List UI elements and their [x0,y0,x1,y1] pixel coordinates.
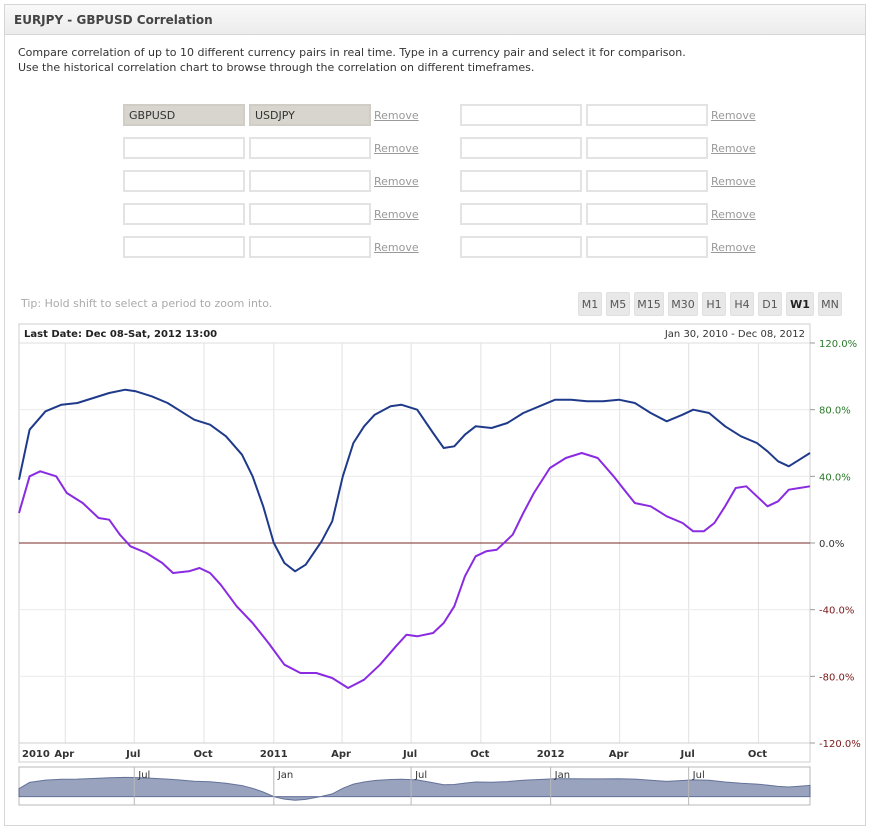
x-tick-label: Jul [680,749,695,760]
pair-row: Remove [123,203,423,227]
x-tick-label: Oct [470,749,489,760]
navigator-tick-label: Jan [554,770,570,781]
compare-pair-input[interactable] [586,104,708,126]
navigator-tick-label: Jul [414,770,427,781]
remove-link[interactable]: Remove [711,175,756,188]
timeframe-m30-button[interactable]: M30 [668,292,698,316]
timeframe-m5-button[interactable]: M5 [606,292,630,316]
pair-row: Remove [123,137,423,161]
correlation-chart[interactable]: Last Date: Dec 08-Sat, 2012 13:00 Jan 30,… [5,323,865,825]
x-tick-label: Oct [193,749,212,760]
x-tick-label: Apr [54,749,74,760]
y-tick-label: 40.0% [819,472,851,483]
base-pair-input[interactable] [123,104,245,126]
pair-row: Remove [460,104,760,128]
navigator-area [18,776,811,801]
pair-row: Remove [123,170,423,194]
x-tick-label: Apr [331,749,351,760]
compare-pair-input[interactable] [586,236,708,258]
series-line-gbpusd [18,388,811,573]
compare-pair-input[interactable] [586,137,708,159]
timeframe-m15-button[interactable]: M15 [634,292,664,316]
compare-pair-input[interactable] [249,203,371,225]
pair-row: Remove [123,236,423,260]
base-pair-input[interactable] [460,203,582,225]
intro-text: Compare correlation of up to 10 differen… [18,45,858,75]
timeframe-w1-button[interactable]: W1 [786,292,814,316]
navigator-range-handle[interactable] [19,767,810,805]
timeframe-m1-button[interactable]: M1 [578,292,602,316]
pair-row: Remove [460,203,760,227]
base-pair-input[interactable] [460,137,582,159]
y-tick-label: 80.0% [819,406,851,417]
remove-link[interactable]: Remove [711,109,756,122]
timeframe-h4-button[interactable]: H4 [730,292,754,316]
timeframe-d1-button[interactable]: D1 [758,292,782,316]
y-tick-label: -120.0% [819,739,861,750]
pair-row: Remove [460,170,760,194]
timeframe-h1-button[interactable]: H1 [702,292,726,316]
intro-line-1: Compare correlation of up to 10 differen… [18,46,686,59]
base-pair-input[interactable] [460,170,582,192]
panel-title: EURJPY - GBPUSD Correlation [5,5,865,35]
compare-pair-input[interactable] [249,104,371,126]
x-tick-label: Oct [748,749,767,760]
chart-date-range: Jan 30, 2010 - Dec 08, 2012 [664,329,805,340]
remove-link[interactable]: Remove [711,142,756,155]
x-tick-label: Apr [609,749,629,760]
base-pair-input[interactable] [123,203,245,225]
x-tick-label: 2010 [22,749,50,760]
zoom-tip: Tip: Hold shift to select a period to zo… [21,297,273,310]
remove-link[interactable]: Remove [374,175,419,188]
remove-link[interactable]: Remove [711,241,756,254]
compare-pair-input[interactable] [249,137,371,159]
navigator-tick-label: Jul [692,770,705,781]
navigator-tick-label: Jul [137,770,150,781]
base-pair-input[interactable] [123,137,245,159]
remove-link[interactable]: Remove [374,142,419,155]
x-tick-label: Jul [402,749,417,760]
compare-pair-input[interactable] [249,170,371,192]
base-pair-input[interactable] [123,170,245,192]
compare-pair-input[interactable] [249,236,371,258]
base-pair-input[interactable] [460,104,582,126]
x-tick-label: Jul [125,749,140,760]
y-tick-label: 120.0% [819,339,857,350]
base-pair-input[interactable] [123,236,245,258]
remove-link[interactable]: Remove [374,241,419,254]
chart-last-date: Last Date: Dec 08-Sat, 2012 13:00 [24,329,217,340]
intro-line-2: Use the historical correlation chart to … [18,61,535,74]
y-tick-label: -80.0% [819,672,854,683]
base-pair-input[interactable] [460,236,582,258]
navigator-tick-label: Jan [277,770,293,781]
pair-row: Remove [460,236,760,260]
remove-link[interactable]: Remove [374,208,419,221]
y-tick-label: 0.0% [819,539,844,550]
compare-pair-input[interactable] [586,203,708,225]
x-tick-label: 2012 [537,749,565,760]
pair-row: Remove [460,137,760,161]
timeframe-mn-button[interactable]: MN [818,292,842,316]
correlation-panel: EURJPY - GBPUSD Correlation Compare corr… [4,4,866,826]
remove-link[interactable]: Remove [711,208,756,221]
x-tick-label: 2011 [260,749,288,760]
compare-pair-input[interactable] [586,170,708,192]
series-line-usdjpy [18,452,811,689]
remove-link[interactable]: Remove [374,109,419,122]
pair-row: Remove [123,104,423,128]
y-tick-label: -40.0% [819,606,854,617]
